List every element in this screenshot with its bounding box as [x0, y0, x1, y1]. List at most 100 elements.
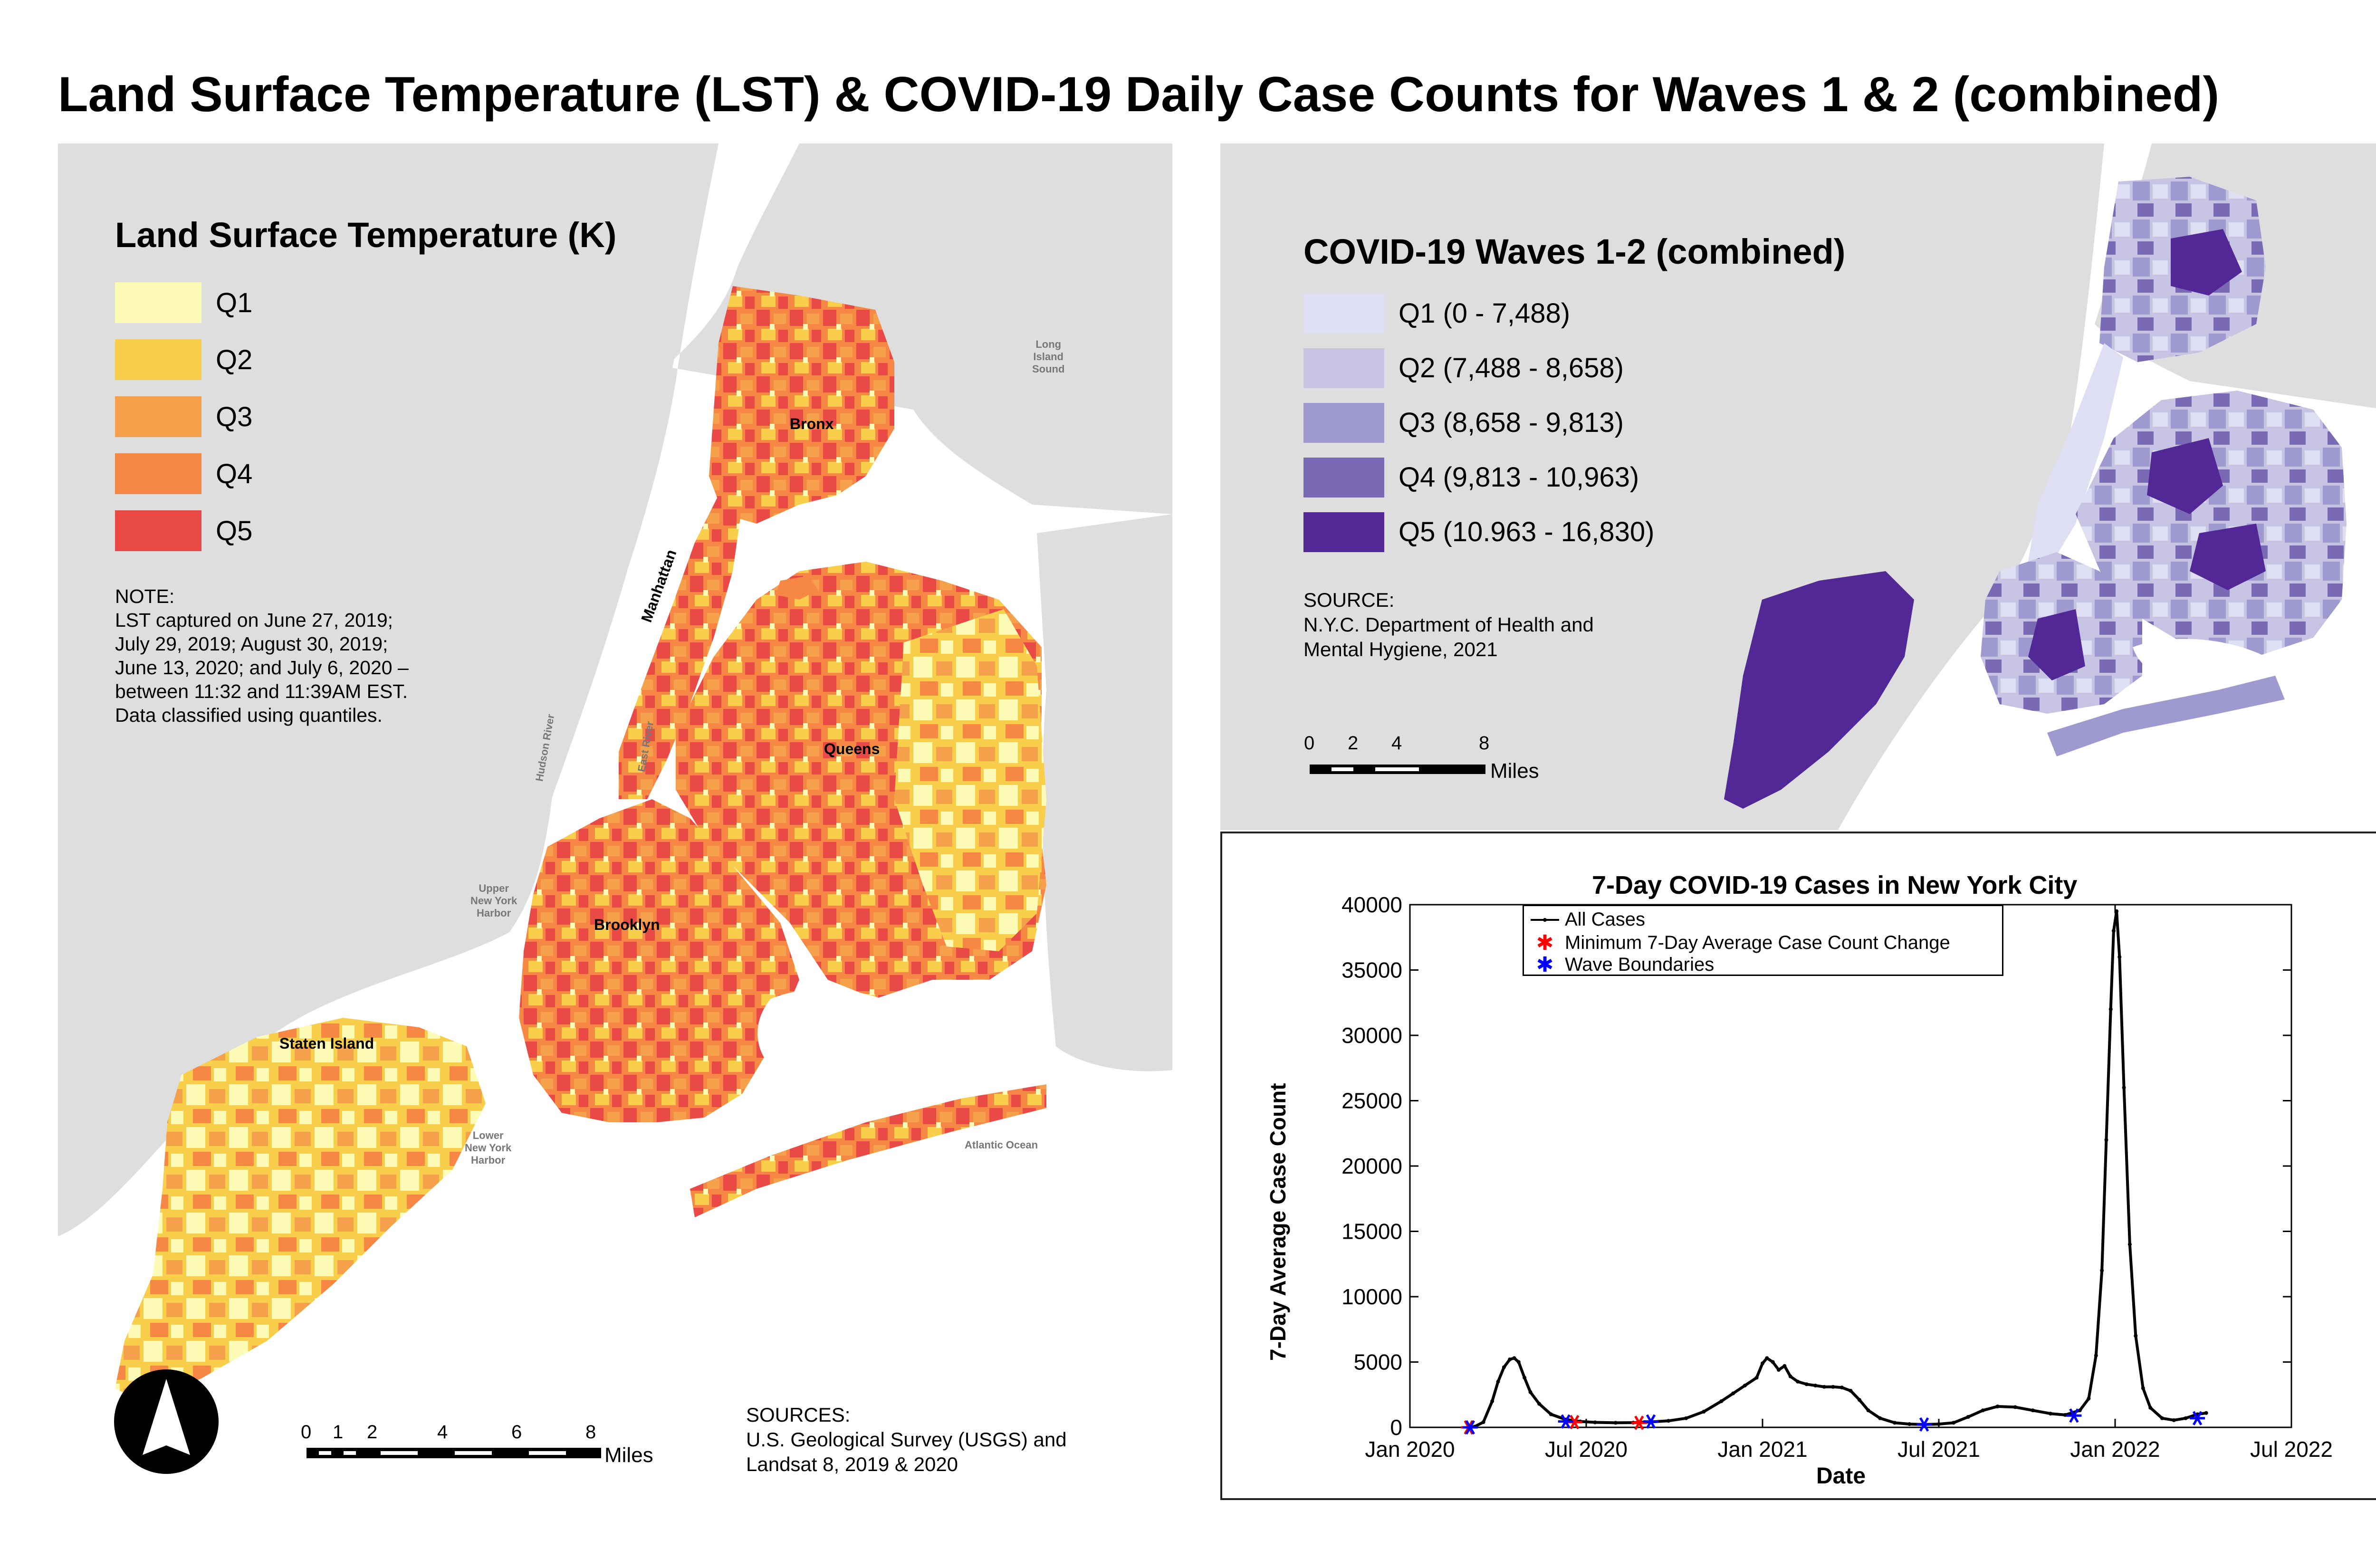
scale-tick: 4 [437, 1422, 448, 1443]
legend-label: Q1 [216, 287, 253, 318]
covid-legend-q4: Q4 (9,813 - 10,963) [1303, 450, 1654, 505]
covid-legend: Q1 (0 - 7,488) Q2 (7,488 - 8,658) Q3 (8,… [1303, 286, 1654, 559]
legend-label: Q4 [216, 458, 253, 489]
series-point [2127, 1243, 2132, 1246]
series-point [2134, 1334, 2138, 1338]
series-point [1528, 1390, 1533, 1394]
series-point [1858, 1398, 1862, 1402]
series-point [1537, 1402, 1542, 1406]
scale-unit: Miles [1490, 759, 1539, 783]
covid-queens[interactable] [2076, 391, 2347, 657]
covid-jamaica-bay [2133, 639, 2270, 690]
scale-tick: 0 [301, 1422, 312, 1443]
north-arrow-needle [143, 1379, 190, 1455]
legend-line-icon [1531, 918, 1559, 922]
brooklyn-area[interactable] [519, 799, 799, 1122]
covid-legend-q1: Q1 (0 - 7,488) [1303, 286, 1654, 341]
chart-series [1466, 909, 2208, 1429]
y-tick-label: 20000 [1341, 1154, 1402, 1178]
series-point [1831, 1385, 1835, 1389]
wave-boundary-marker [1462, 1420, 1478, 1435]
wave-boundary-marker [2066, 1408, 2082, 1423]
queens-east [894, 609, 1046, 951]
covid-map-panel[interactable]: COVID-19 Waves 1-2 (combined) Q1 (0 - 7,… [1220, 143, 2376, 830]
wave-boundary-marker [1558, 1414, 1573, 1429]
x-tick-label: Jan 2022 [2070, 1437, 2160, 1462]
marker-stroke [1634, 1415, 1644, 1430]
covid-manhattan[interactable] [2028, 343, 2123, 571]
series-point [1937, 1422, 1941, 1426]
scale-tick: 4 [1391, 733, 1402, 754]
lst-legend-q2: Q2 [115, 331, 252, 388]
lst-legend-q1: Q1 [115, 274, 252, 331]
lst-legend: Q1 Q2 Q3 Q4 Q5 [115, 274, 252, 559]
series-point [2160, 1416, 2164, 1420]
label-bronx: Bronx [790, 415, 834, 432]
lst-sources: SOURCES: U.S. Geological Survey (USGS) a… [746, 1404, 1067, 1475]
series-point [1719, 1399, 1724, 1403]
scale-tick: 8 [585, 1422, 596, 1443]
series-point [1684, 1416, 1688, 1420]
series-point [1907, 1422, 1912, 1426]
series-point [1765, 1356, 1769, 1360]
series-point [1981, 1408, 1985, 1413]
legend-label: Q5 (10.963 - 16,830) [1399, 516, 1655, 547]
marker-stroke [2192, 1411, 2203, 1425]
manhattan-area[interactable] [619, 486, 742, 799]
series-point [2013, 1405, 2017, 1409]
series-line-all-cases [1468, 909, 2207, 1429]
legend-swatch [1303, 512, 1384, 552]
series-point [1754, 1376, 1759, 1380]
series-point [1804, 1382, 1809, 1386]
covid-map[interactable] [1220, 143, 2376, 830]
main-title: Land Surface Temperature (LST) & COVID-1… [58, 67, 2220, 122]
label-atlantic-ocean: Atlantic Ocean [965, 1139, 1038, 1151]
series-point [1490, 1399, 1495, 1403]
series-point [1731, 1391, 1735, 1396]
marker-stroke [2069, 1408, 2079, 1423]
case-chart-panel[interactable]: 0 5000 10000 15000 20000 25000 30000 35000 40000… [1220, 832, 2376, 1500]
covid-legend-q2: Q2 (7,488 - 8,658) [1303, 341, 1654, 395]
lst-scale-bar [307, 1448, 601, 1458]
series-point [2100, 1269, 2104, 1272]
scale-tick: 8 [1479, 733, 1490, 754]
chart-xlabel: Date [1816, 1463, 1866, 1489]
lst-map[interactable] [58, 143, 1172, 1500]
legend-label: Q2 [216, 344, 253, 375]
series-point [1813, 1384, 1818, 1387]
asterisk-icon: ✱ [1536, 953, 1554, 976]
legend-label: Wave Boundaries [1565, 954, 1715, 975]
lst-map-panel[interactable]: Land Surface Temperature (K) Q1 Q2 Q3 Q4… [58, 143, 1172, 1500]
scale-tick: 0 [1304, 733, 1315, 754]
series-point [1822, 1385, 1826, 1389]
y-tick-label: 15000 [1341, 1219, 1402, 1244]
lst-legend-q5: Q5 [115, 502, 252, 559]
series-point [2122, 1086, 2126, 1090]
x-tick-label: Jan 2021 [1717, 1437, 1807, 1462]
legend-entry-min: ✱ Minimum 7-Day Average Case Count Chang… [1530, 931, 1950, 955]
series-point [2172, 1418, 2176, 1422]
staten-island-area[interactable] [115, 1018, 486, 1403]
y-tick-label: 25000 [1341, 1089, 1402, 1113]
series-point [1516, 1360, 1521, 1364]
series-point [1549, 1412, 1553, 1416]
case-chart[interactable]: 0 5000 10000 15000 20000 25000 30000 35000 40000… [1222, 833, 2376, 1498]
legend-swatch [1303, 457, 1384, 497]
series-point [1951, 1421, 1955, 1425]
lst-legend-q3: Q3 [115, 388, 252, 445]
y-tick-label: 35000 [1341, 958, 1402, 983]
min-change-marker [1631, 1415, 1647, 1430]
lst-legend-q4: Q4 [115, 445, 252, 502]
series-point [2115, 909, 2119, 913]
series-point [1613, 1421, 1618, 1425]
series-point [1508, 1358, 1512, 1361]
legend-entry-all: All Cases [1530, 909, 1645, 930]
covid-legend-q5: Q5 (10.963 - 16,830) [1303, 505, 1654, 559]
scale-tick: 1 [333, 1422, 344, 1443]
series-point [2031, 1408, 2035, 1413]
bronx-area[interactable] [709, 286, 894, 524]
legend-swatch [1303, 293, 1384, 334]
covid-staten-island[interactable] [1724, 571, 1914, 809]
series-point [1523, 1376, 1527, 1380]
covid-rockaway [2047, 676, 2285, 756]
